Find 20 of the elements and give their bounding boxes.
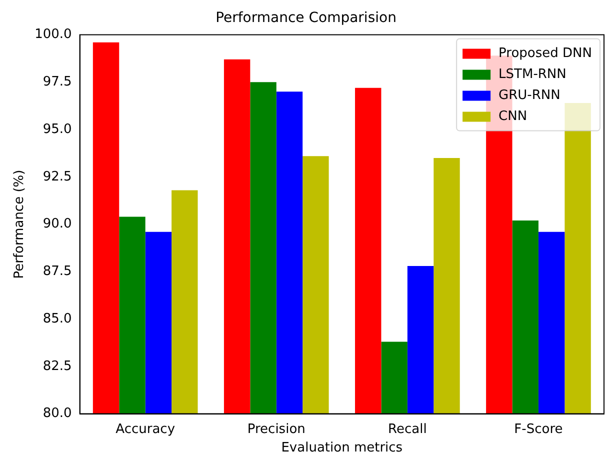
y-axis-title: Performance (%) xyxy=(12,170,28,279)
x-tick-label: Recall xyxy=(388,422,427,437)
y-tick-label: 92.5 xyxy=(42,169,72,184)
legend-label: LSTM-RNN xyxy=(498,67,566,82)
legend-label: GRU-RNN xyxy=(498,88,560,104)
x-axis-title: Evaluation metrics xyxy=(281,440,403,456)
chart-title: Performance Comparision xyxy=(216,10,396,26)
y-tick-label: 100.0 xyxy=(34,27,72,42)
y-tick-label: 87.5 xyxy=(42,264,72,280)
y-tick-label: 80.0 xyxy=(42,406,72,422)
x-tick-label: Accuracy xyxy=(116,422,176,437)
x-tick-label: Precision xyxy=(247,422,306,437)
y-tick-label: 90.0 xyxy=(42,216,72,232)
y-tick-label: 95.0 xyxy=(42,122,72,137)
legend-label: CNN xyxy=(498,109,528,124)
y-tick-label: 97.5 xyxy=(42,74,72,90)
y-tick-label: 82.5 xyxy=(42,358,72,374)
x-tick-label: F-Score xyxy=(514,422,563,437)
legend-label: Proposed DNN xyxy=(498,46,592,62)
y-tick-label: 85.0 xyxy=(42,311,72,326)
